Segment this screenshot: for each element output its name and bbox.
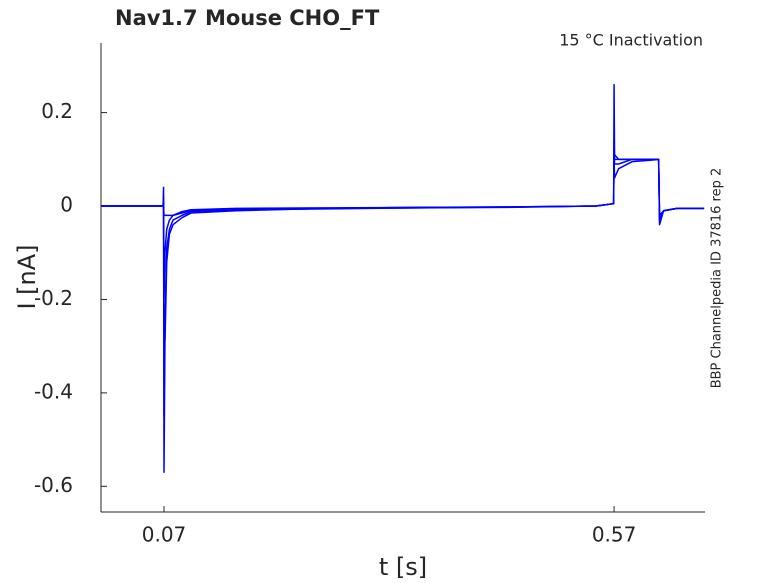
annotation: 15 °C Inactivation — [559, 31, 703, 50]
y-tick-label: -0.2 — [34, 286, 73, 310]
y-tick-label: -0.4 — [34, 379, 73, 403]
x-tick-label: 0.57 — [592, 523, 637, 547]
y-tick-label: -0.6 — [34, 473, 73, 497]
x-tick-label: 0.07 — [142, 523, 187, 547]
y-axis-label: I [nA] — [13, 244, 41, 309]
x-axis-label: t [s] — [379, 553, 427, 581]
y-tick-label: 0 — [60, 193, 73, 217]
trace — [101, 149, 705, 221]
side-note: BBP Channelpedia ID 37816 rep 2 — [710, 168, 725, 389]
y-tick-label: 0.2 — [41, 99, 73, 123]
chart-title: Nav1.7 Mouse CHO_FT — [115, 6, 380, 30]
